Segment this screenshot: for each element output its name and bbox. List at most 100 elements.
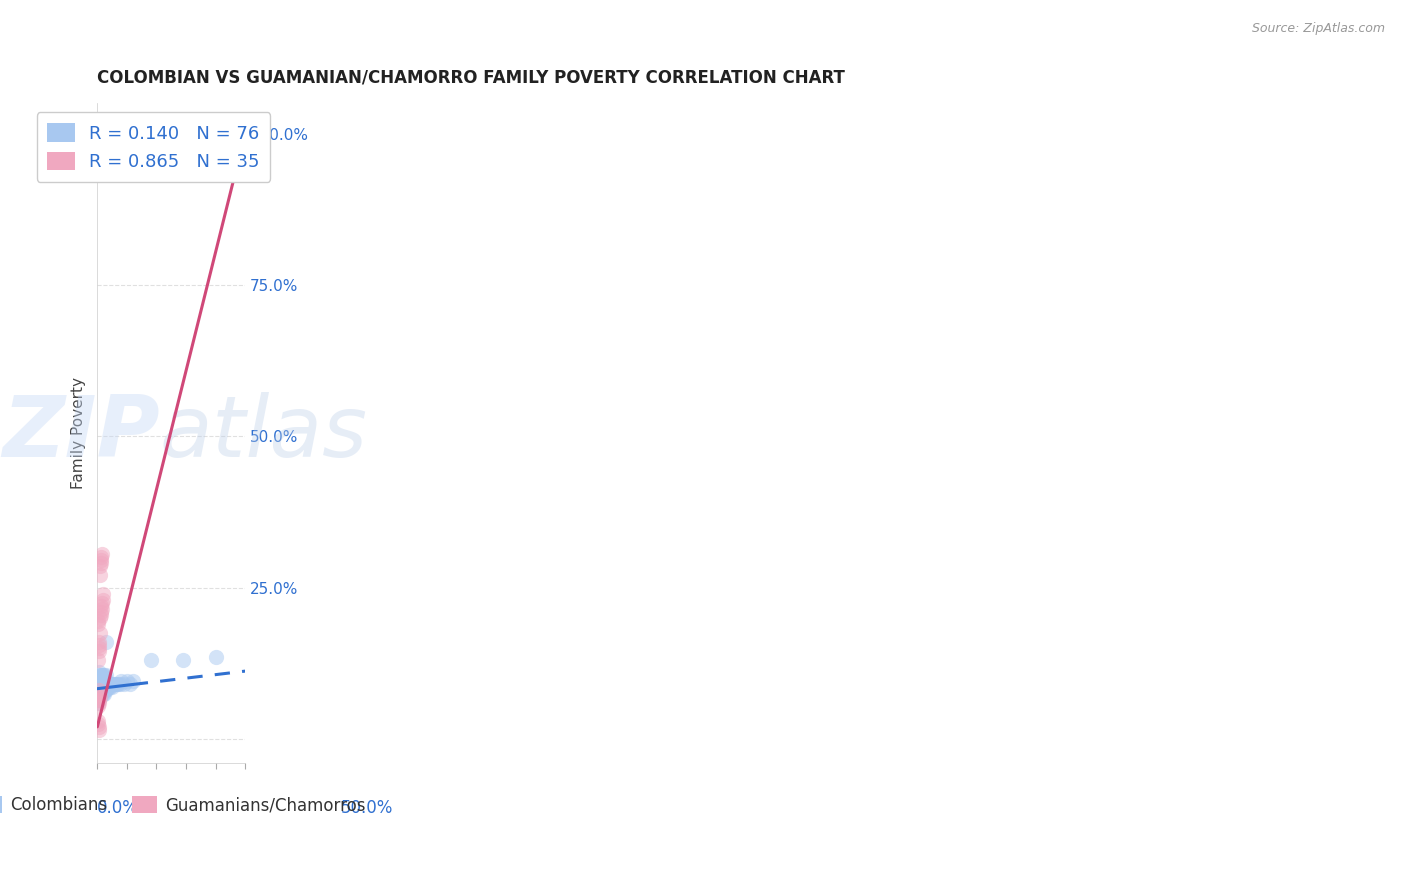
- Point: [87, 690, 110, 704]
- Point: [87, 616, 110, 631]
- Point: [93, 686, 115, 700]
- Point: [93, 683, 115, 698]
- Point: [90, 553, 112, 567]
- Point: [98, 681, 121, 695]
- Point: [90, 607, 112, 622]
- Point: [86, 698, 108, 713]
- Point: [89, 683, 111, 698]
- Text: COLOMBIAN VS GUAMANIAN/CHAMORRO FAMILY POVERTY CORRELATION CHART: COLOMBIAN VS GUAMANIAN/CHAMORRO FAMILY P…: [97, 69, 845, 87]
- Point: [94, 677, 117, 691]
- Point: [89, 692, 111, 706]
- Text: 0.0%: 0.0%: [97, 799, 139, 817]
- Point: [112, 677, 135, 691]
- Point: [89, 690, 111, 704]
- Point: [93, 681, 115, 695]
- Point: [87, 653, 110, 667]
- Text: 50.0%: 50.0%: [340, 799, 392, 817]
- Point: [89, 668, 111, 682]
- Point: [94, 668, 117, 682]
- Point: [93, 672, 115, 686]
- Point: [87, 692, 110, 706]
- Point: [90, 686, 112, 700]
- Point: [89, 677, 111, 691]
- Point: [110, 674, 132, 689]
- Point: [91, 681, 114, 695]
- Point: [90, 686, 112, 700]
- Point: [94, 681, 117, 695]
- Point: [86, 686, 108, 700]
- Point: [90, 557, 112, 571]
- Point: [91, 686, 114, 700]
- Point: [97, 681, 120, 695]
- Point: [94, 672, 117, 686]
- Point: [87, 614, 110, 628]
- Point: [108, 677, 131, 691]
- Point: [97, 677, 120, 691]
- Point: [87, 696, 110, 710]
- Point: [100, 681, 122, 695]
- Point: [104, 677, 127, 691]
- Point: [89, 674, 111, 689]
- Point: [90, 599, 112, 613]
- Point: [89, 672, 111, 686]
- Point: [118, 677, 141, 691]
- Point: [90, 550, 112, 565]
- Point: [93, 668, 115, 682]
- Point: [89, 686, 111, 700]
- Point: [91, 547, 114, 561]
- Point: [96, 677, 118, 691]
- Point: [87, 716, 110, 731]
- Point: [89, 611, 111, 625]
- Point: [90, 683, 112, 698]
- Point: [90, 677, 112, 691]
- Point: [96, 681, 118, 695]
- Point: [89, 559, 111, 574]
- Point: [89, 626, 111, 640]
- Text: Source: ZipAtlas.com: Source: ZipAtlas.com: [1251, 22, 1385, 36]
- Point: [89, 690, 111, 704]
- Point: [121, 674, 143, 689]
- Point: [89, 686, 111, 700]
- Point: [87, 674, 110, 689]
- Point: [89, 674, 111, 689]
- Point: [89, 641, 111, 656]
- Point: [91, 677, 114, 691]
- Point: [87, 720, 110, 734]
- Point: [87, 723, 110, 737]
- Point: [90, 672, 112, 686]
- Point: [91, 587, 114, 601]
- Point: [87, 692, 110, 706]
- Point: [87, 683, 110, 698]
- Point: [94, 683, 117, 698]
- Legend: Colombians, Guamanians/Chamorros: Colombians, Guamanians/Chamorros: [0, 789, 373, 821]
- Point: [87, 681, 110, 695]
- Point: [94, 681, 117, 695]
- Point: [89, 683, 111, 698]
- Point: [87, 714, 110, 728]
- Point: [90, 681, 112, 695]
- Point: [89, 665, 111, 680]
- Point: [89, 568, 111, 582]
- Text: atlas: atlas: [159, 392, 367, 475]
- Point: [87, 644, 110, 658]
- Point: [219, 127, 242, 141]
- Point: [91, 596, 114, 610]
- Point: [103, 677, 125, 691]
- Point: [172, 653, 194, 667]
- Point: [87, 677, 110, 691]
- Y-axis label: Family Poverty: Family Poverty: [72, 377, 86, 489]
- Point: [90, 605, 112, 619]
- Point: [91, 668, 114, 682]
- Point: [87, 690, 110, 704]
- Point: [91, 683, 114, 698]
- Point: [93, 677, 115, 691]
- Point: [204, 650, 226, 665]
- Point: [105, 677, 128, 691]
- Point: [89, 683, 111, 698]
- Point: [115, 674, 138, 689]
- Point: [139, 653, 162, 667]
- Point: [101, 677, 124, 691]
- Point: [96, 683, 118, 698]
- Point: [98, 677, 121, 691]
- Point: [87, 635, 110, 649]
